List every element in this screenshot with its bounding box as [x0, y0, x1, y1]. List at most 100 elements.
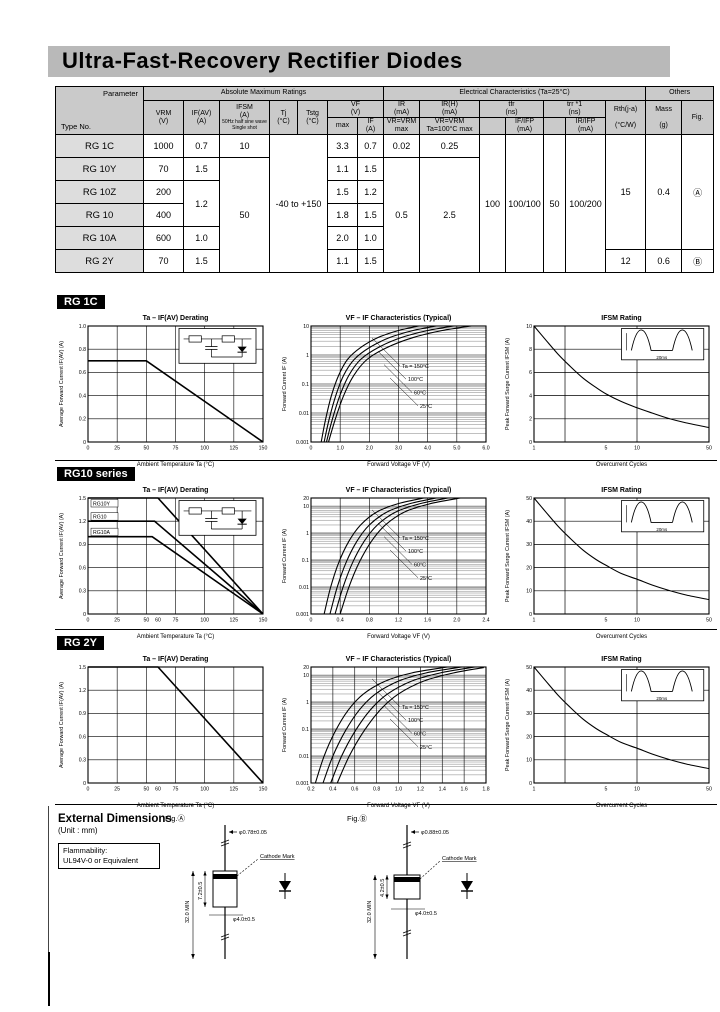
svg-text:Average Forward Current IF(AV: Average Forward Current IF(AV) (A) [59, 341, 65, 427]
svg-text:0.1: 0.1 [302, 558, 309, 564]
chart-svg: 0 25 50 75 100 125 150 0 0.2 0.4 0.6 0.8 1.0 Ta – IF(… [59, 315, 267, 468]
svg-text:6.0: 6.0 [482, 446, 489, 452]
svg-text:1.0: 1.0 [79, 324, 86, 330]
chart-svg: 1 5 10 50 0 10 20 30 40 50 IFSM Rating Overcurrent … [505, 487, 712, 640]
svg-text:25: 25 [114, 446, 120, 452]
svg-text:0: 0 [310, 618, 313, 624]
svg-text:0.001: 0.001 [296, 440, 309, 446]
svg-text:60°C: 60°C [414, 562, 426, 568]
col-ir: IR (mA) [383, 99, 421, 119]
col-fig: Fig. [681, 99, 715, 136]
svg-text:2.0: 2.0 [366, 446, 373, 452]
svg-text:25: 25 [114, 787, 120, 793]
svg-text:10: 10 [526, 324, 532, 330]
svg-text:10: 10 [303, 673, 309, 679]
svg-text:20: 20 [526, 565, 532, 571]
svg-text:3.0: 3.0 [395, 446, 402, 452]
svg-text:Peak Forward Surge Current IF: Peak Forward Surge Current IFSM (A) [505, 679, 511, 771]
cell-fig: Ⓑ [681, 249, 715, 274]
svg-text:10: 10 [303, 504, 309, 510]
svg-text:125: 125 [230, 618, 239, 624]
svg-text:50: 50 [706, 618, 712, 624]
col-vf-max: max [327, 117, 358, 136]
cell-vfif: 1.5 [356, 249, 385, 274]
cell-ir: 0.5 [383, 157, 421, 274]
svg-text:IFSM Rating: IFSM Rating [601, 315, 641, 322]
chart-rg2y-surge-rating: 1 5 10 50 0 10 20 30 40 50 IFSM Rating Overcurrent … [501, 652, 717, 810]
table-row: RG 10A 600 1.0 2.0 1.0 [55, 226, 714, 251]
col-ir-cond: VR=VRM max [383, 117, 421, 136]
cell-vrm: 70 [143, 249, 184, 274]
page-edge-line [48, 806, 49, 956]
svg-text:60°C: 60°C [414, 731, 426, 737]
svg-text:100: 100 [200, 446, 209, 452]
svg-text:50: 50 [526, 496, 532, 502]
svg-text:Forward Current IF (A): Forward Current IF (A) [282, 529, 288, 583]
fig-a-diode-symbol [279, 873, 291, 899]
cell-mass: 0.4 [645, 134, 683, 251]
fig-b-lead-dia: φ0.88±0.05 [421, 830, 449, 836]
svg-text:Ambient Temperature Ta (°C): Ambient Temperature Ta (°C) [137, 634, 215, 640]
svg-text:0.8: 0.8 [373, 787, 380, 793]
fig-b-label: Fig.Ⓑ [347, 814, 368, 823]
svg-text:1.0: 1.0 [337, 446, 344, 452]
svg-text:Average Forward Current IF(AV: Average Forward Current IF(AV) (A) [59, 513, 65, 599]
svg-text:2.0: 2.0 [453, 618, 460, 624]
corner-cell: Parameter Type No. [55, 85, 144, 136]
col-rth: Rth(j-a) (°C/W) [605, 99, 647, 136]
svg-text:0: 0 [83, 612, 86, 618]
dimensions-heading: External Dimensions [58, 813, 172, 825]
cell-trr-cond: 100/200 [565, 134, 607, 274]
cell-fig: Ⓐ [681, 134, 715, 251]
svg-text:Forward Voltage VF (V): Forward Voltage VF (V) [367, 634, 430, 640]
col-vf: VF (V) [326, 99, 385, 119]
svg-text:0.3: 0.3 [79, 758, 86, 764]
svg-text:0.2: 0.2 [307, 787, 314, 793]
svg-text:IFSM Rating: IFSM Rating [601, 656, 641, 663]
svg-text:Overcurrent Cycles: Overcurrent Cycles [596, 462, 647, 468]
svg-text:Overcurrent Cycles: Overcurrent Cycles [596, 634, 647, 640]
col-tstg: Tstg (°C) [297, 99, 328, 136]
svg-text:60: 60 [155, 787, 161, 793]
cell-vfif: 0.7 [356, 134, 385, 159]
cell-tfr: 100 [479, 134, 507, 274]
col-mass: Mass (g) [645, 99, 683, 136]
svg-text:75: 75 [173, 446, 179, 452]
svg-text:Ta = 150°C: Ta = 150°C [402, 705, 429, 711]
svg-text:Forward Current IF (A): Forward Current IF (A) [282, 698, 288, 752]
cell-vfmax: 1.1 [327, 249, 358, 274]
svg-text:0: 0 [529, 612, 532, 618]
svg-text:150: 150 [259, 618, 268, 624]
svg-text:30: 30 [526, 542, 532, 548]
svg-text:1: 1 [533, 618, 536, 624]
svg-text:100: 100 [200, 787, 209, 793]
col-irh: IR(H) (mA) [419, 99, 481, 119]
cell-ifav: 0.7 [183, 134, 220, 159]
svg-text:0.1: 0.1 [302, 727, 309, 733]
svg-text:1.0: 1.0 [395, 787, 402, 793]
svg-text:50: 50 [526, 665, 532, 671]
col-vf-if: IF (A) [356, 117, 385, 136]
chart-rg1c-surge-rating: 1 5 10 50 0 2 4 6 8 10 IFSM Rating Overcurrent Cycl… [501, 311, 717, 469]
svg-text:5.0: 5.0 [453, 446, 460, 452]
svg-text:RG10: RG10 [93, 515, 107, 521]
svg-text:0.6: 0.6 [79, 734, 86, 740]
fig-a-drawing: Fig.Ⓐ φ0.78±0.05 Cathode Mark 32.0 MIN [163, 811, 323, 976]
chart-svg: 0 25 50 60 75 100 125 150 0 0.3 0.6 0.9 1.2 1.5 Ta – I… [59, 656, 267, 809]
type-no: RG 2Y [55, 249, 144, 274]
svg-text:Ambient Temperature Ta (°C): Ambient Temperature Ta (°C) [137, 803, 215, 809]
svg-text:6: 6 [529, 370, 532, 376]
cell-vfmax: 1.8 [327, 203, 358, 228]
page-edge-mark [48, 952, 50, 1006]
svg-text:10: 10 [634, 446, 640, 452]
svg-text:Peak Forward Surge Current IF: Peak Forward Surge Current IFSM (A) [505, 338, 511, 430]
type-no: RG 1C [55, 134, 144, 159]
svg-text:125: 125 [230, 787, 239, 793]
table-row: RG 1C 1000 0.7 10 -40 to +150 3.3 0.7 0.… [55, 134, 715, 274]
svg-text:1.8: 1.8 [482, 787, 489, 793]
svg-text:0.001: 0.001 [296, 612, 309, 618]
col-ifsm: IFSM (A) 50Hz half sine wave Single shot [219, 99, 270, 136]
svg-text:Peak Forward Surge Current IF: Peak Forward Surge Current IFSM (A) [505, 510, 511, 602]
cell-irh: 2.5 [419, 157, 481, 274]
